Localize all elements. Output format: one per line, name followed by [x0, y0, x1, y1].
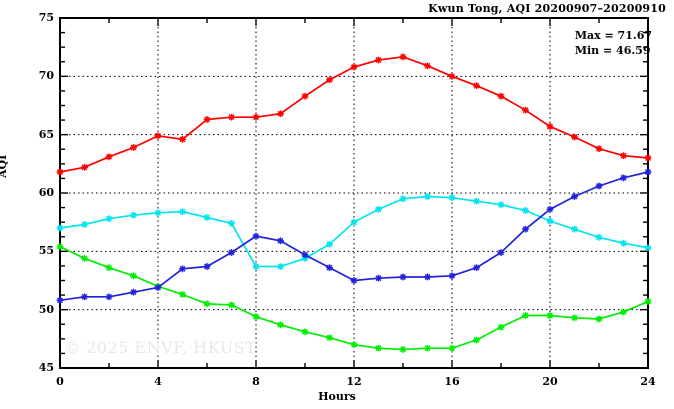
- y-tick-label: 70: [38, 69, 54, 83]
- y-tick-label: 55: [38, 244, 54, 258]
- series-red: [59, 55, 649, 173]
- x-tick-label: 8: [252, 375, 260, 388]
- y-axis-title: AQI: [0, 154, 9, 178]
- x-axis-title: Hours: [318, 390, 356, 403]
- y-tick-label: 45: [38, 361, 54, 374]
- min-label: Min = 46.59: [574, 44, 651, 57]
- stats-annotation: Max = 71.67 Min = 46.59: [575, 28, 652, 58]
- x-tick-label: 20: [542, 375, 558, 388]
- x-tick-label: 4: [154, 375, 162, 388]
- x-tick-label: 24: [640, 375, 656, 388]
- y-tick-label: 65: [38, 127, 54, 141]
- y-tick-label: 50: [38, 302, 54, 316]
- y-tick-label: 75: [38, 11, 54, 24]
- x-tick-label: 12: [346, 375, 362, 388]
- x-tick-label: 16: [444, 375, 460, 388]
- x-tick-label: 0: [56, 375, 64, 388]
- chart-title: Kwun Tong, AQI 20200907–20200910: [428, 2, 666, 15]
- y-tick-label: 60: [38, 186, 54, 199]
- max-label: Max = 71.67: [574, 29, 652, 42]
